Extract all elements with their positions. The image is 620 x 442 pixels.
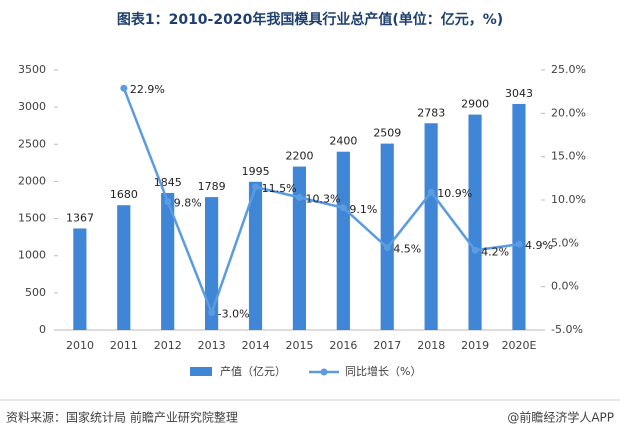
line-label: 22.9%: [130, 83, 165, 96]
bar: [248, 181, 263, 330]
x-tick-label: 2016: [329, 339, 357, 352]
bar: [424, 123, 438, 331]
y2-tick-label: 15.0%: [551, 150, 586, 163]
line-label: 10.9%: [437, 187, 472, 200]
y2-tick-label: 5.0%: [551, 236, 579, 249]
bar-label: 2200: [286, 150, 314, 163]
y2-tick-label: 20.0%: [551, 106, 586, 119]
bar: [468, 114, 482, 330]
bar: [380, 143, 394, 330]
line-marker: [252, 183, 260, 191]
y-tick-label: 1500: [18, 212, 46, 225]
bar: [205, 197, 219, 330]
line-label: 4.9%: [525, 239, 553, 252]
line-label: -3.0%: [218, 308, 250, 321]
legend-label: 产值（亿元）: [220, 364, 286, 378]
legend-swatch: [190, 367, 212, 376]
y-tick-label: 0: [39, 323, 46, 336]
bar-label: 2509: [373, 127, 401, 140]
x-tick-label: 2013: [198, 339, 226, 352]
y2-tick-label: 25.0%: [551, 63, 586, 76]
bar: [292, 166, 306, 330]
bar-label: 1367: [66, 211, 94, 224]
y-tick-label: 2500: [18, 137, 46, 150]
y2-tick-label: 10.0%: [551, 193, 586, 206]
x-tick-label: 2011: [110, 339, 138, 352]
line-label: 10.3%: [306, 192, 341, 205]
chart-title: 图表1：2010-2020年我国模具行业总产值(单位：亿元，%): [117, 11, 503, 28]
x-tick-label: 2018: [417, 339, 445, 352]
line-marker: [383, 244, 391, 252]
x-tick-label: 2017: [373, 339, 401, 352]
line-marker: [208, 309, 216, 317]
bar-label: 1995: [242, 165, 270, 178]
legend-marker: [320, 368, 328, 376]
bar-label: 1680: [110, 188, 138, 201]
y-tick-label: 3000: [18, 100, 46, 113]
x-tick-label: 2010: [66, 339, 94, 352]
line-label: 4.5%: [393, 243, 421, 256]
line-marker: [471, 246, 479, 254]
line-label: 9.1%: [349, 203, 377, 216]
line-marker: [427, 188, 435, 196]
x-tick-label: 2020E: [502, 339, 537, 352]
x-tick-label: 2014: [242, 339, 270, 352]
bar-label: 3043: [505, 87, 533, 100]
y-tick-label: 3500: [18, 63, 46, 76]
y-tick-label: 1000: [18, 249, 46, 262]
bar-label: 1789: [198, 180, 226, 193]
line-marker: [120, 84, 128, 92]
y2-tick-label: -5.0%: [551, 323, 583, 336]
bar-label: 2783: [417, 106, 445, 119]
legend-label: 同比增长（%）: [345, 364, 421, 378]
y-tick-label: 500: [25, 286, 46, 299]
x-tick-label: 2019: [461, 339, 489, 352]
line-label: 11.5%: [262, 182, 297, 195]
line-label: 9.8%: [174, 197, 202, 210]
bar: [73, 228, 87, 330]
x-tick-label: 2015: [286, 339, 314, 352]
bar-label: 2400: [329, 135, 357, 148]
source: 资料来源：国家统计局 前瞻产业研究院整理: [6, 410, 238, 425]
bar: [117, 205, 131, 330]
y-tick-label: 2000: [18, 174, 46, 187]
line-marker: [296, 193, 303, 201]
credit: @前瞻经济学人APP: [507, 410, 614, 425]
line: [122, 87, 520, 317]
line-marker: [515, 240, 523, 248]
bar: [161, 192, 175, 330]
line-marker: [339, 204, 347, 212]
y2-tick-label: 0.0%: [551, 280, 579, 293]
line-marker: [164, 198, 172, 206]
bar: [512, 103, 526, 330]
bar-label: 2900: [461, 98, 489, 111]
x-tick-label: 2012: [154, 339, 182, 352]
line-label: 4.2%: [481, 245, 509, 258]
bar: [336, 151, 350, 330]
